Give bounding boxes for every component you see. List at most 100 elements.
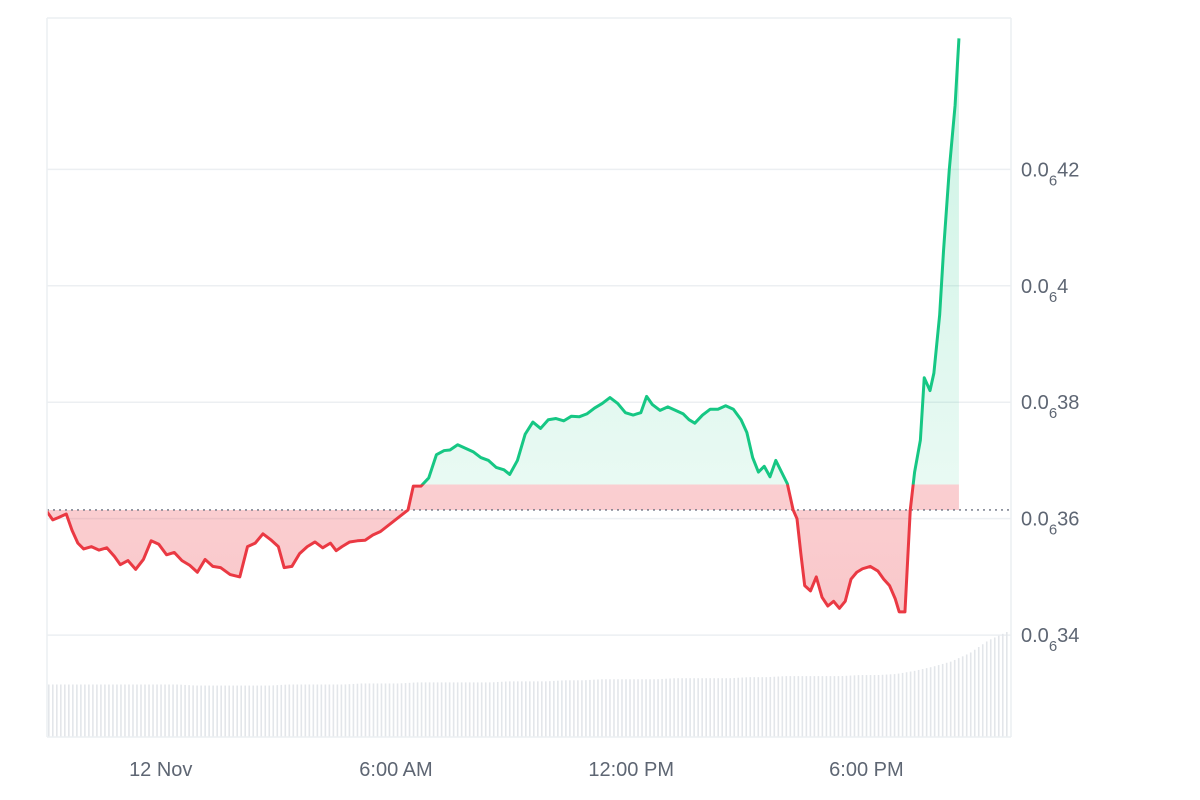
volume-bar [144,684,146,737]
volume-bar [833,676,836,737]
volume-bar [853,675,856,737]
volume-bar [316,684,319,737]
volume-bar [921,669,924,737]
volume-bar [561,680,563,737]
volume-bar [649,679,651,737]
volume-bar [557,680,559,737]
volume-bar [48,684,50,737]
volume-bar [348,684,351,737]
volume-bar [705,678,707,737]
volume-bar [605,679,607,737]
volume-bar [336,684,339,737]
volume-bar [673,678,675,737]
volume-bar [745,677,748,737]
volume-bar [292,684,295,737]
volume-bar [132,684,134,737]
volume-bar [697,678,699,737]
volume-bar [400,683,403,737]
volume-bar [520,681,523,737]
volume-bar [1001,633,1004,737]
volume-bar [256,685,259,737]
volume-bar [781,676,784,737]
volume-bar [236,685,238,737]
volume-bar [104,684,106,737]
volume-bar [88,684,90,737]
volume-bar [585,680,587,737]
volume-bar [881,674,884,737]
volume-bar [985,641,988,737]
volume-bar [593,679,595,737]
volume-bar [689,678,691,737]
volume-bar [280,684,283,737]
volume-bar [569,680,571,737]
volume-bar [801,676,804,737]
volume-bar [480,682,483,737]
volume-bar [436,682,439,737]
x-tick-label: 12:00 PM [588,759,674,781]
volume-bar [200,685,202,737]
volume-bar [709,678,711,737]
volume-bar [276,685,279,737]
volume-bar [404,683,407,737]
volume-bar [380,683,383,737]
volume-bar [208,685,210,737]
volume-bar [813,676,816,737]
volume-bar [945,662,948,737]
volume-bar [80,684,82,737]
volume-bar [873,675,876,737]
volume-bar [476,682,479,737]
volume-bar [977,646,980,737]
volume-bar [589,679,591,737]
volume-bar [388,683,391,737]
volume-bar [993,637,996,737]
volume-bar [837,676,840,737]
volume-bar [340,684,343,737]
volume-bar [897,673,900,737]
volume-bar [392,683,395,737]
volume-bar [204,685,206,737]
volume-bar [677,678,679,737]
volume-bar [296,684,299,737]
volume-bar [537,681,539,737]
y-tick-label: 0.064 [1021,276,1068,306]
volume-bar [324,684,327,737]
volume-bar [817,676,820,737]
y-tick-label: 0.0642 [1021,159,1079,189]
volume-bar [913,670,916,737]
volume-bar [512,681,515,737]
volume-bar [529,681,531,737]
volume-bar [849,675,852,737]
volume-bar [545,681,547,737]
volume-bar [196,685,198,737]
volume-bar [581,680,583,737]
volume-bar [669,678,671,737]
volume-bar [541,681,543,737]
volume-bar [825,676,828,737]
grid [47,17,1012,737]
volume-bar [260,685,263,737]
volume-bar [965,654,968,737]
volume-bar [488,682,491,737]
volume-bar [288,684,291,737]
volume-bar [777,676,780,737]
volume-bar [657,679,659,737]
volume-bar [753,677,756,737]
volume-bar [973,649,976,737]
volume-bar [108,684,110,737]
volume-bar [749,677,752,737]
volume-bar [176,684,178,737]
volume-bar [865,675,868,737]
volume-bar [524,681,527,737]
volume-bar [937,665,940,737]
volume-bar [416,682,419,737]
volume-bar [637,679,639,737]
volume-bar [240,685,242,737]
volume-bar [761,677,764,737]
y-tick-label: 0.0634 [1021,625,1079,655]
volume-bar [969,652,972,737]
volume-bar [332,684,335,737]
volume-bar [617,679,619,737]
volume-bar [717,678,719,737]
volume-bar [909,671,912,737]
